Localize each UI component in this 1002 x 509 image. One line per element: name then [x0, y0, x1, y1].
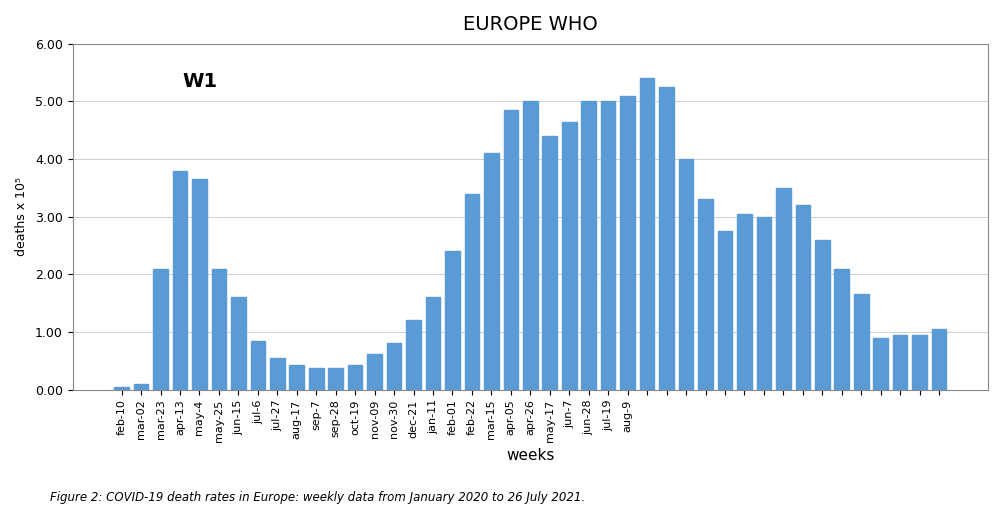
- Bar: [484, 153, 498, 389]
- Bar: [211, 269, 226, 389]
- Bar: [522, 101, 537, 389]
- Bar: [230, 297, 245, 389]
- Bar: [290, 365, 304, 389]
- Bar: [425, 297, 440, 389]
- Y-axis label: deaths x 10⁵: deaths x 10⁵: [15, 177, 28, 256]
- Bar: [367, 354, 382, 389]
- Bar: [697, 200, 712, 389]
- Bar: [192, 179, 206, 389]
- Bar: [153, 269, 167, 389]
- Bar: [912, 335, 926, 389]
- Bar: [931, 329, 946, 389]
- Bar: [464, 193, 479, 389]
- Bar: [776, 188, 790, 389]
- Bar: [756, 217, 771, 389]
- Bar: [892, 335, 907, 389]
- X-axis label: weeks: weeks: [506, 448, 554, 464]
- Bar: [387, 344, 401, 389]
- Text: Figure 2: COVID-19 death rates in Europe: weekly data from January 2020 to 26 Ju: Figure 2: COVID-19 death rates in Europe…: [50, 491, 585, 504]
- Bar: [348, 365, 362, 389]
- Bar: [717, 231, 731, 389]
- Bar: [834, 269, 849, 389]
- Bar: [542, 136, 556, 389]
- Bar: [620, 96, 634, 389]
- Bar: [270, 358, 285, 389]
- Bar: [250, 341, 265, 389]
- Bar: [873, 337, 887, 389]
- Bar: [445, 251, 459, 389]
- Bar: [678, 159, 692, 389]
- Bar: [114, 387, 128, 389]
- Bar: [853, 295, 868, 389]
- Bar: [658, 87, 673, 389]
- Bar: [561, 122, 576, 389]
- Bar: [406, 320, 421, 389]
- Bar: [172, 171, 187, 389]
- Title: EUROPE WHO: EUROPE WHO: [463, 15, 597, 34]
- Bar: [309, 367, 324, 389]
- Bar: [581, 101, 595, 389]
- Text: W1: W1: [182, 72, 217, 91]
- Bar: [503, 110, 518, 389]
- Bar: [736, 214, 750, 389]
- Bar: [815, 240, 829, 389]
- Bar: [328, 367, 343, 389]
- Bar: [600, 101, 615, 389]
- Bar: [795, 205, 810, 389]
- Bar: [133, 384, 148, 389]
- Bar: [639, 78, 653, 389]
